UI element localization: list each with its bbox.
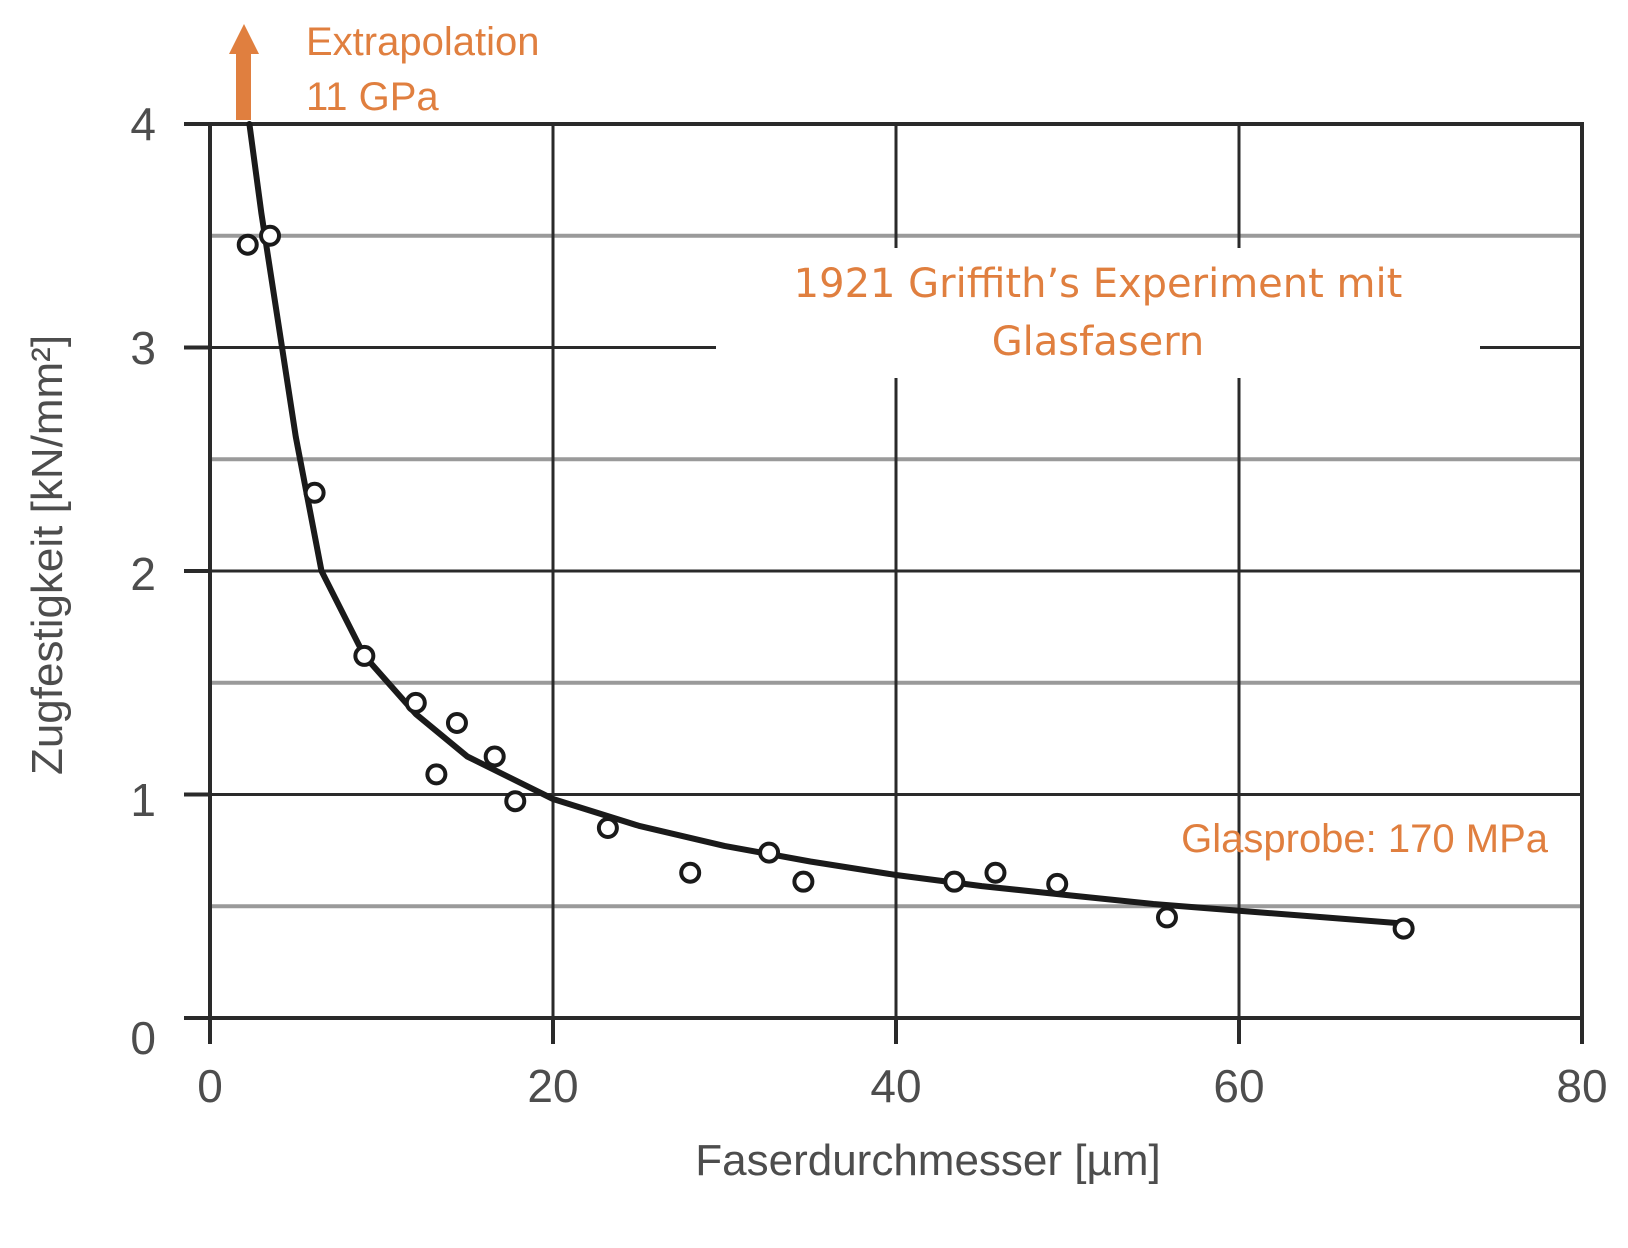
data-point xyxy=(943,870,966,893)
y-tick-label: 0 xyxy=(130,1012,156,1064)
x-tick-label: 0 xyxy=(197,1060,223,1112)
extrapolation-value: 11 GPa xyxy=(306,75,439,119)
data-point xyxy=(236,233,259,256)
data-point xyxy=(1155,906,1178,929)
y-tick-label: 2 xyxy=(130,548,156,600)
data-point xyxy=(758,841,781,864)
x-tick-label: 20 xyxy=(527,1060,578,1112)
data-point xyxy=(353,644,376,667)
glass-sample-label: Glasprobe: 170 MPa xyxy=(1181,817,1549,861)
x-tick-label: 60 xyxy=(1213,1060,1264,1112)
y-tick-label: 1 xyxy=(130,774,156,826)
x-axis-title: Faserdurchmesser [µm] xyxy=(695,1136,1160,1185)
data-points xyxy=(236,224,1415,940)
y-axis-title: Zugfestigkeit [kN/mm²] xyxy=(23,335,72,775)
annotation-title-line2: Glasfasern xyxy=(992,319,1205,365)
annotation-title-line1: 1921 Griffith’s Experiment mit xyxy=(794,261,1403,307)
data-point xyxy=(679,861,702,884)
data-point xyxy=(596,817,619,840)
data-point xyxy=(1392,917,1415,940)
data-point xyxy=(483,745,506,768)
axes xyxy=(184,122,1584,1044)
extrapolation-label: Extrapolation xyxy=(306,20,539,64)
x-tick-label: 40 xyxy=(870,1060,921,1112)
data-point xyxy=(792,870,815,893)
extrapolation-arrow-icon xyxy=(229,24,259,120)
data-point xyxy=(504,790,527,813)
y-tick-label: 3 xyxy=(130,322,156,374)
fit-curve xyxy=(246,121,1414,928)
data-point xyxy=(259,224,282,247)
data-point xyxy=(425,763,448,786)
x-tick-labels: 0 20 40 60 80 xyxy=(197,1060,1607,1112)
data-point xyxy=(404,691,427,714)
title-background xyxy=(716,248,1480,378)
data-point xyxy=(1046,872,1069,895)
x-tick-label: 80 xyxy=(1556,1060,1607,1112)
data-point xyxy=(445,711,468,734)
y-tick-label: 4 xyxy=(130,98,156,150)
data-point xyxy=(984,861,1007,884)
y-tick-labels: 0 1 2 3 4 xyxy=(130,98,156,1064)
data-point xyxy=(303,481,326,504)
